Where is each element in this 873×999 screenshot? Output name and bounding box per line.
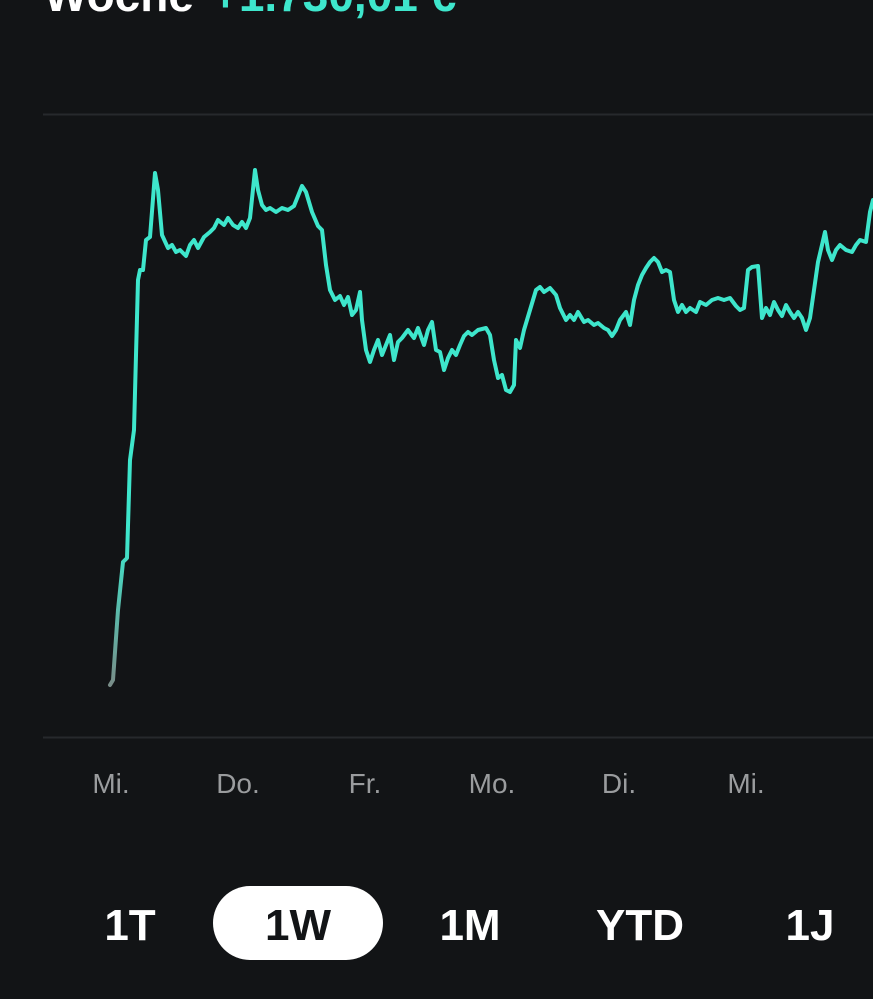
x-tick-label: Mo. bbox=[469, 768, 516, 799]
range-selector: 1T 1W 1M YTD 1J bbox=[0, 886, 873, 960]
x-tick-label: Mi. bbox=[92, 768, 129, 799]
period-label: Woche bbox=[44, 0, 194, 21]
price-line bbox=[108, 168, 873, 687]
range-button[interactable]: 1M bbox=[439, 901, 501, 950]
period-change: +1.730,01 € bbox=[212, 0, 456, 21]
range-button[interactable]: YTD bbox=[596, 901, 684, 950]
range-button[interactable]: 1T bbox=[104, 901, 156, 950]
range-button[interactable]: 1J bbox=[785, 901, 835, 950]
x-tick-label: Fr. bbox=[349, 768, 382, 799]
header: Woche +1.730,01 € bbox=[44, 0, 456, 22]
x-tick-label: Di. bbox=[602, 768, 636, 799]
chart: Mi. Do. Fr. Mo. Di. Mi. bbox=[43, 113, 873, 799]
x-tick-label: Do. bbox=[216, 768, 260, 799]
x-tick-label: Mi. bbox=[727, 768, 764, 799]
range-button[interactable]: 1W bbox=[213, 886, 383, 960]
